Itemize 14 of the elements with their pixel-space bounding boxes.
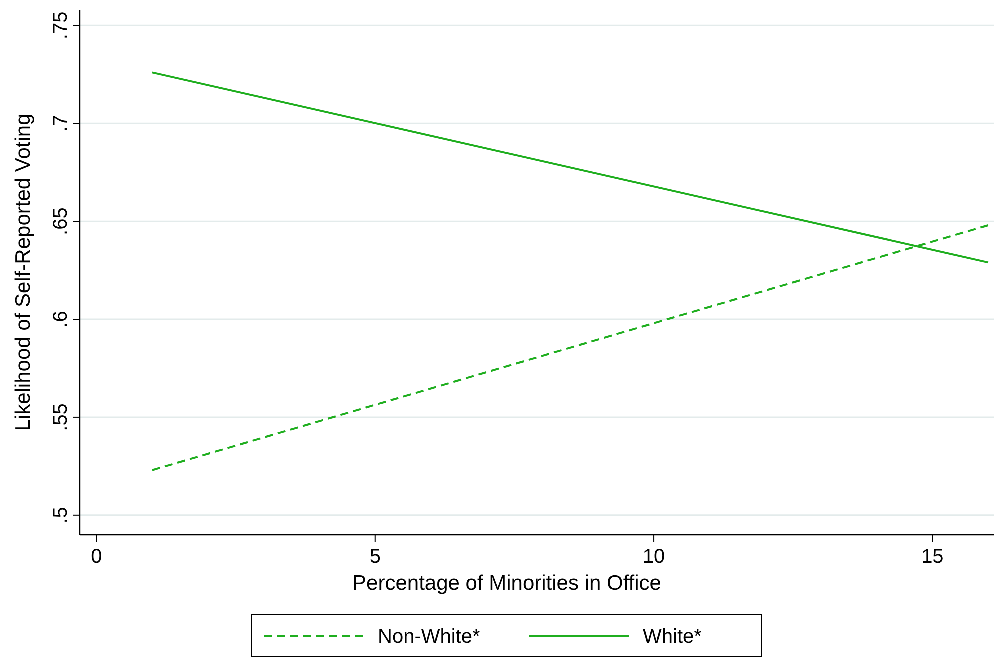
y-axis-title: Likelihood of Self-Reported Voting [12, 114, 35, 432]
x-tick-label: 10 [642, 546, 666, 568]
y-tick-label: .6 [50, 311, 72, 328]
y-tick-label: .7 [50, 115, 72, 132]
x-tick-label: 5 [370, 546, 381, 568]
y-tick-label: .55 [50, 404, 72, 432]
y-tick-label: .65 [50, 208, 72, 236]
y-tick-label: .5 [50, 507, 72, 524]
x-tick-label: 15 [922, 546, 944, 568]
y-tick-label: .75 [50, 12, 72, 40]
legend-label: White* [643, 626, 702, 648]
x-axis-title: Percentage of Minorities in Office [352, 572, 662, 595]
legend-label: Non-White* [378, 626, 480, 648]
x-tick-label: 0 [91, 546, 102, 568]
